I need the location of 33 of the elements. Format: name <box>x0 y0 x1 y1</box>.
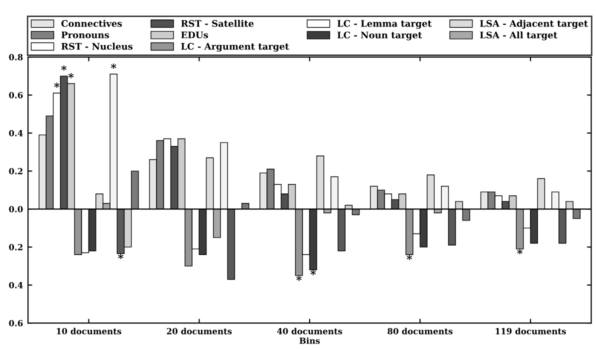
legend-label: LC - Noun target <box>337 32 422 40</box>
x-axis-title: Bins <box>300 337 320 344</box>
legend-label: EDUs <box>181 32 208 38</box>
x-tick-label: 10 documents <box>56 328 122 334</box>
y-tick-label: 0.2 <box>9 244 22 250</box>
y-tick-label: 0.6 <box>9 92 23 98</box>
data-label: * <box>517 249 523 254</box>
data-label: * <box>110 64 116 69</box>
y-tick-label: 0.4 <box>9 282 23 288</box>
legend-label: LSA - All target <box>480 31 558 40</box>
legend-label: RST - Satellite <box>181 20 254 27</box>
x-tick-label: 119 documents <box>496 328 566 334</box>
data-label: * <box>54 82 60 88</box>
y-tick-label: 0.0 <box>9 206 23 212</box>
x-tick-label: 40 documents <box>277 328 342 334</box>
data-label: * <box>61 65 67 71</box>
legend-label: Pronouns <box>61 32 109 38</box>
x-tick-label: 80 documents <box>388 328 453 334</box>
data-label: * <box>118 254 124 260</box>
y-tick-label: 0.2 <box>9 168 22 174</box>
y-tick-label: 0.4 <box>9 130 23 136</box>
legend-label: LC - Argument target <box>181 42 290 52</box>
data-label: * <box>310 270 316 276</box>
legend-label: LSA - Adjacent target <box>480 20 588 29</box>
data-label: * <box>296 276 302 281</box>
y-tick-label: 0.6 <box>9 320 23 326</box>
y-tick-label: 0.8 <box>9 54 23 60</box>
legend-label: LC - Lemma target <box>337 20 432 29</box>
x-tick-label: 20 documents <box>166 328 232 334</box>
legend-label: RST - Nucleus <box>61 42 133 50</box>
data-label: * <box>68 73 74 78</box>
legend-label: Connectives <box>61 20 122 27</box>
data-label: * <box>406 254 412 260</box>
